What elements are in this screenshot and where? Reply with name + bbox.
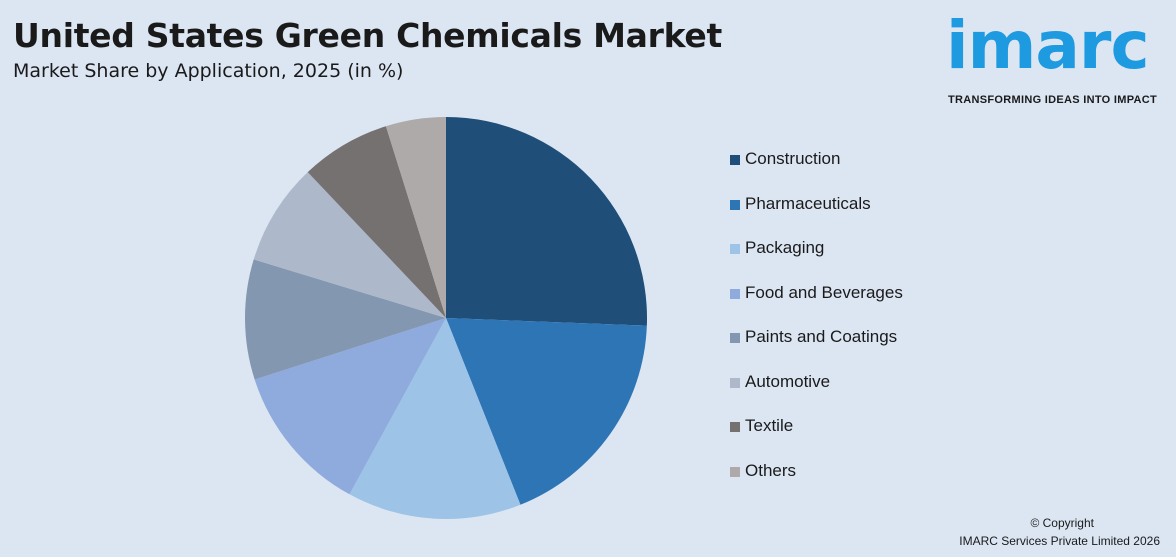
- pie-slice-construction: [446, 117, 648, 326]
- chart-subtitle: Market Share by Application, 2025 (in %): [13, 60, 404, 82]
- imarc-logo: imarc TRANSFORMING IDEAS INTO IMPACT: [940, 7, 1176, 112]
- legend-item: Construction: [730, 148, 903, 193]
- legend-label: Others: [745, 460, 797, 480]
- legend-item: Packaging: [730, 237, 903, 282]
- legend-label: Packaging: [745, 238, 825, 257]
- pie-slice-pharmaceuticals: [446, 318, 647, 505]
- legend-item: Food and Beverages: [730, 282, 903, 327]
- legend-swatch: [730, 288, 740, 299]
- pie-slice-others: [385, 117, 446, 318]
- company-text: IMARC Services Private Limited 2026: [959, 534, 1160, 548]
- legend-swatch: [730, 466, 740, 477]
- pie-slice-food-and-beverages: [254, 318, 446, 495]
- pie-slice-paints-and-coatings: [245, 259, 446, 380]
- legend-swatch: [730, 199, 740, 210]
- chart-title: United States Green Chemicals Market: [13, 16, 722, 55]
- legend-swatch: [730, 333, 740, 343]
- pie-chart: [245, 117, 648, 519]
- copyright-text: © Copyright: [1030, 516, 1094, 530]
- legend-label: Construction: [745, 149, 841, 168]
- pie-slice-textile: [307, 126, 446, 318]
- logo-wordmark: imarc: [946, 7, 1150, 84]
- legend-item: Pharmaceuticals: [730, 193, 903, 238]
- legend-swatch: [730, 422, 740, 432]
- legend-swatch: [730, 377, 740, 388]
- legend-item: Automotive: [730, 371, 903, 416]
- pie-slice-automotive: [253, 172, 446, 318]
- legend-label: Automotive: [745, 371, 831, 391]
- legend-item: Paints and Coatings: [730, 326, 903, 371]
- legend-label: Textile: [745, 416, 794, 435]
- legend-swatch: [730, 155, 740, 165]
- pie-slice-packaging: [349, 318, 521, 519]
- legend-item: Textile: [730, 415, 903, 460]
- legend-item: Others: [730, 460, 903, 505]
- legend-swatch: [730, 244, 740, 254]
- chart-legend: Construction Pharmaceuticals Packaging Food…: [730, 148, 903, 504]
- logo-tagline: TRANSFORMING IDEAS INTO IMPACT: [948, 94, 1158, 106]
- legend-label: Pharmaceuticals: [745, 193, 871, 213]
- legend-label: Food and Beverages: [745, 282, 903, 302]
- legend-label: Paints and Coatings: [745, 327, 898, 346]
